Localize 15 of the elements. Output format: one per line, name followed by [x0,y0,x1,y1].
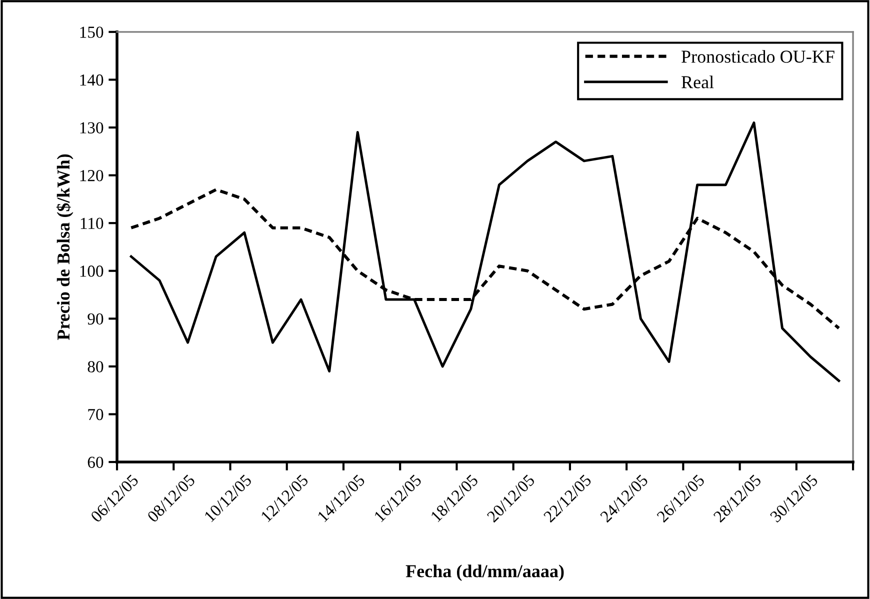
y-axis-title: Precio de Bolsa ($/kWh) [56,154,74,340]
y-tick-label: 110 [80,218,104,230]
y-tick-label: 100 [80,266,104,277]
y-tick-label: 80 [88,361,104,372]
y-tick-label: 120 [80,170,104,182]
line-series [130,121,840,382]
legend-label: Real [682,76,714,88]
y-tick-label: 150 [80,26,104,38]
legend-label: Pronosticado OU-KF [682,50,834,63]
y-tick-label: 130 [80,122,104,134]
x-axis-title: Fecha (dd/mm/aaaa) [406,564,564,581]
y-tick-label: 90 [88,313,104,325]
y-tick-label: 140 [80,74,104,86]
y-tick-label: 60 [88,456,104,468]
y-tick-label: 70 [88,408,104,420]
